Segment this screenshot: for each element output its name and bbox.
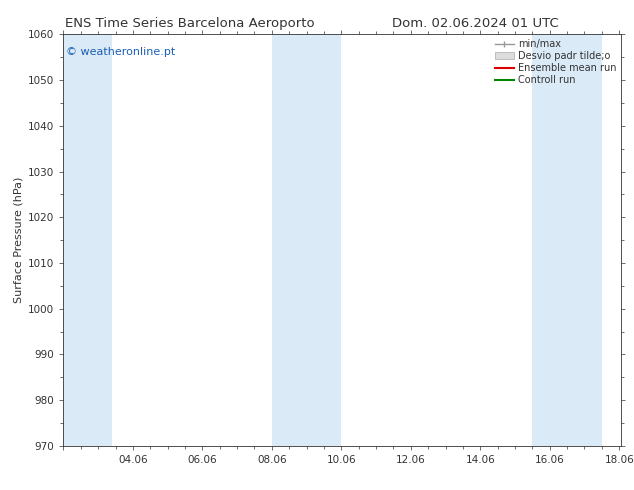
Bar	[272, 34, 341, 446]
Text: © weatheronline.pt: © weatheronline.pt	[66, 47, 176, 57]
Bar	[63, 34, 112, 446]
Bar	[533, 34, 602, 446]
Text: ENS Time Series Barcelona Aeroporto: ENS Time Series Barcelona Aeroporto	[65, 17, 315, 30]
Text: Dom. 02.06.2024 01 UTC: Dom. 02.06.2024 01 UTC	[392, 17, 559, 30]
Legend: min/max, Desvio padr tilde;o, Ensemble mean run, Controll run: min/max, Desvio padr tilde;o, Ensemble m…	[493, 37, 618, 87]
Y-axis label: Surface Pressure (hPa): Surface Pressure (hPa)	[14, 177, 24, 303]
Title: ENS Time Series Barcelona Aeroporto      Dom. 02.06.2024 01 UTC: ENS Time Series Barcelona Aeroporto Dom.…	[0, 489, 1, 490]
